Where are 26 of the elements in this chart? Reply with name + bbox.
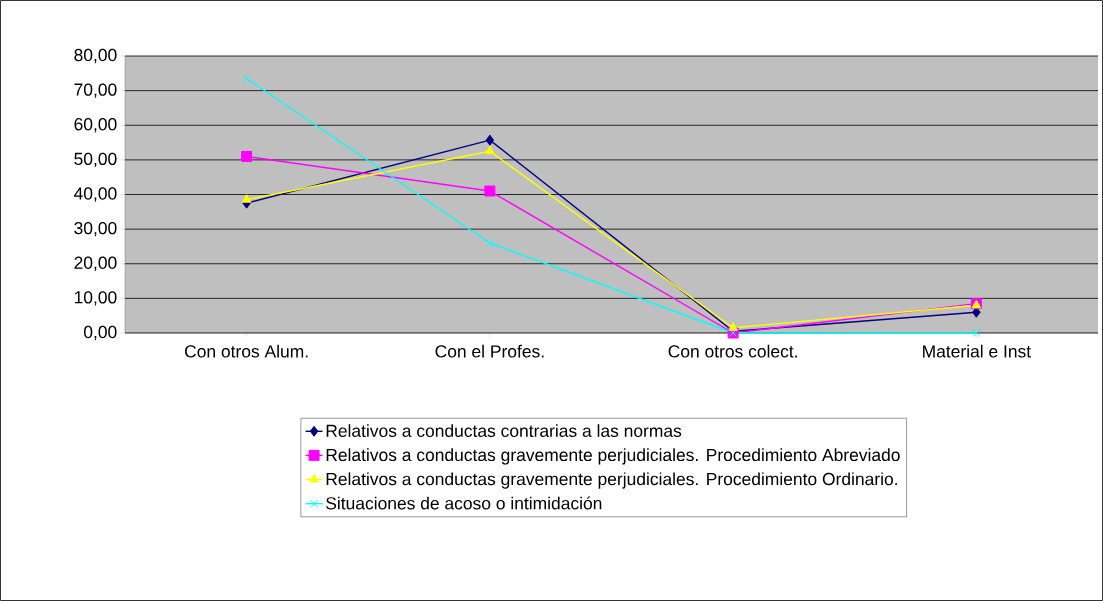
legend-label: Relativos a conductas gravemente perjudiciales. Procedimiento Ordinario.	[326, 472, 897, 489]
legend-label: Situaciones de acoso o intimidación	[326, 496, 602, 510]
point	[485, 134, 495, 146]
y-tick-label: 60,00	[74, 118, 117, 133]
x-tick-label: Con otros colect.	[668, 344, 797, 358]
point	[728, 322, 738, 331]
point	[485, 238, 494, 247]
legend-label: Relativos a conductas contrarias a las normas	[326, 424, 682, 438]
y-tick-label: 70,00	[74, 83, 117, 98]
y-tick-label: 50,00	[74, 152, 117, 168]
point	[485, 145, 495, 155]
point	[484, 185, 496, 197]
y-tick-label: 20,00	[74, 256, 117, 271]
x-tick-label: Material e Inst	[923, 344, 1031, 358]
y-tick-label: 40,00	[74, 187, 117, 202]
y-tick-label: 80,00	[74, 48, 117, 64]
point	[241, 194, 252, 203]
x-tick-label: Con otros Alum.	[185, 344, 308, 358]
point	[972, 328, 981, 338]
y-tick-label: 10,00	[74, 291, 117, 306]
point	[242, 74, 251, 83]
legend-label: Relativos a conductas gravemente perjudiciales. Procedimiento Abreviado	[326, 448, 900, 465]
y-tick-label: 30,00	[74, 221, 117, 237]
point	[241, 150, 253, 162]
y-tick-label: 0,00	[83, 325, 117, 341]
x-tick-label: Con el Profes.	[435, 344, 544, 358]
